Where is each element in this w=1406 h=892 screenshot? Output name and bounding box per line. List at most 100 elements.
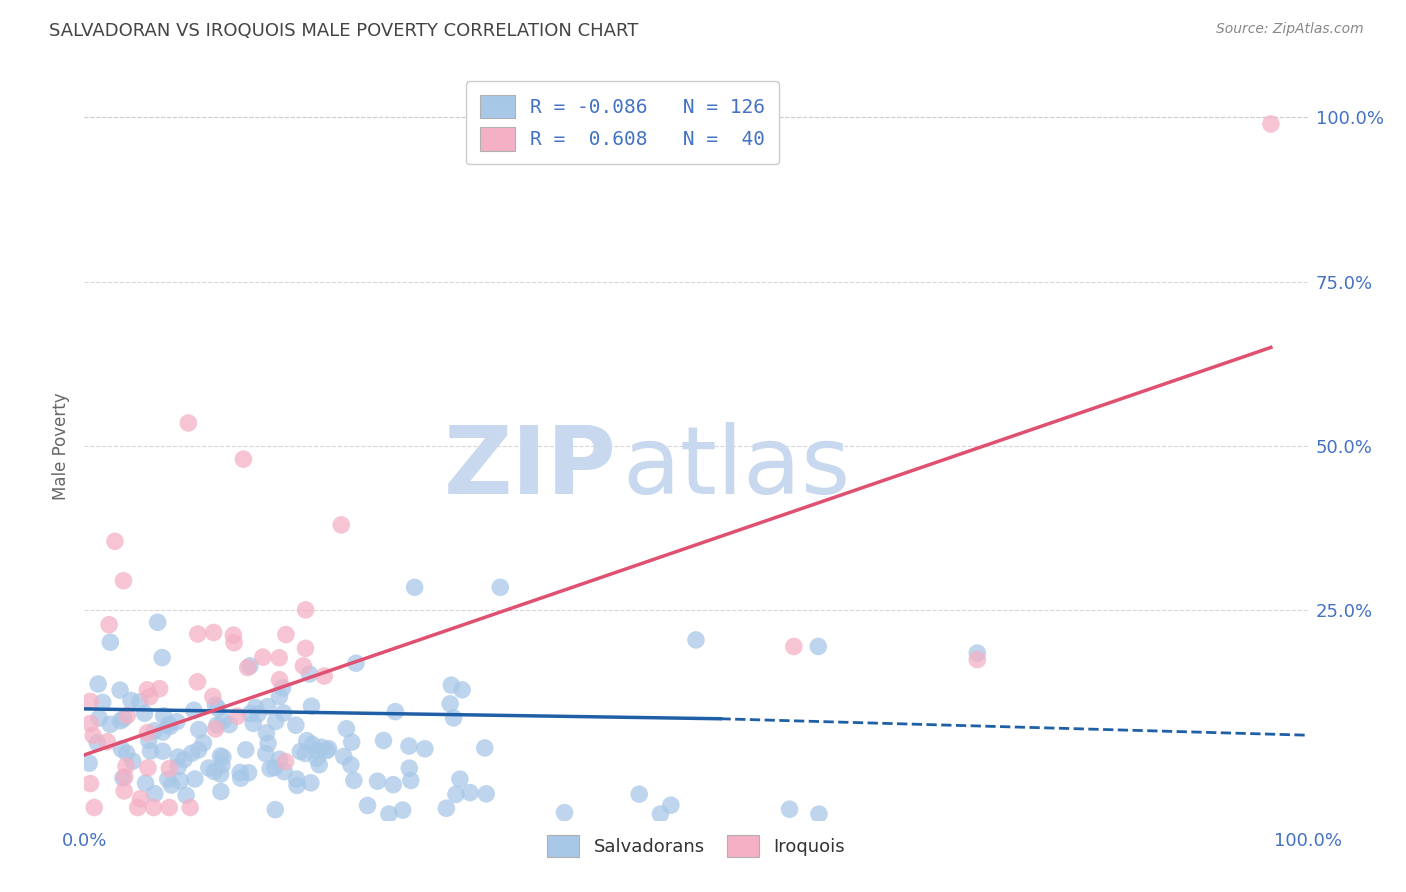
Point (77, 756, 100, 771)
Point (177, 416, 200, 430)
Point (157, 800, 180, 814)
Point (807, 807, 830, 822)
Point (96, 734, 118, 748)
Point (82, 728, 104, 742)
Point (398, 739, 420, 753)
Point (136, 761, 159, 775)
Point (474, 740, 496, 755)
Y-axis label: Male Poverty: Male Poverty (52, 392, 70, 500)
Point (294, 747, 316, 761)
Point (139, 690, 162, 704)
Point (108, 683, 131, 698)
Point (434, 801, 457, 815)
Point (966, 646, 988, 660)
Point (146, 615, 169, 630)
Point (238, 765, 260, 780)
Point (285, 772, 308, 786)
Point (100, 635, 122, 649)
Point (308, 757, 330, 772)
Point (783, 640, 806, 654)
Point (159, 720, 181, 734)
Point (1260, 117, 1282, 131)
Point (110, 742, 132, 756)
Point (157, 717, 180, 731)
Legend: Salvadorans, Iroquois: Salvadorans, Iroquois (540, 828, 852, 864)
Point (111, 771, 134, 785)
Point (294, 641, 316, 656)
Point (202, 625, 225, 640)
Point (399, 773, 422, 788)
Point (292, 659, 315, 673)
Point (142, 800, 165, 814)
Point (451, 682, 474, 697)
Point (333, 749, 356, 764)
Text: ZIP: ZIP (443, 423, 616, 515)
Point (264, 803, 287, 817)
Point (259, 762, 281, 776)
Point (86, 736, 108, 750)
Point (356, 798, 378, 813)
Point (235, 743, 257, 757)
Point (264, 714, 287, 729)
Point (285, 779, 308, 793)
Point (475, 787, 498, 801)
Point (112, 574, 135, 588)
Point (318, 741, 340, 756)
Point (378, 807, 401, 822)
Point (274, 755, 297, 769)
Point (187, 723, 209, 737)
Point (98, 617, 121, 632)
Point (157, 762, 180, 776)
Point (183, 703, 205, 717)
Point (373, 733, 395, 747)
Point (204, 698, 226, 713)
Point (134, 706, 156, 721)
Point (129, 695, 152, 709)
Point (384, 705, 406, 719)
Point (136, 725, 159, 739)
Point (269, 673, 291, 687)
Point (207, 701, 229, 715)
Point (112, 712, 135, 726)
Point (167, 759, 190, 773)
Point (366, 774, 388, 789)
Point (294, 603, 316, 617)
Point (257, 736, 280, 750)
Point (114, 770, 136, 784)
Point (127, 800, 149, 814)
Point (173, 753, 195, 767)
Point (284, 718, 307, 732)
Point (301, 737, 323, 751)
Point (139, 744, 162, 758)
Point (98, 717, 121, 731)
Point (143, 723, 166, 738)
Point (330, 517, 353, 532)
Point (659, 798, 682, 813)
Point (152, 708, 174, 723)
Point (202, 764, 225, 779)
Point (269, 650, 291, 665)
Point (314, 669, 336, 683)
Point (226, 709, 249, 723)
Point (650, 807, 672, 822)
Point (115, 708, 138, 723)
Point (807, 640, 830, 654)
Point (209, 767, 232, 781)
Point (254, 725, 277, 739)
Point (218, 717, 240, 731)
Point (404, 580, 426, 594)
Point (174, 789, 197, 803)
Point (295, 733, 318, 747)
Point (439, 697, 461, 711)
Point (271, 681, 294, 695)
Point (263, 761, 285, 775)
Point (112, 784, 135, 798)
Point (166, 714, 188, 729)
Point (149, 681, 172, 696)
Point (104, 534, 127, 549)
Point (444, 788, 467, 802)
Point (156, 772, 179, 787)
Point (167, 750, 190, 764)
Point (245, 700, 267, 714)
Point (269, 690, 291, 704)
